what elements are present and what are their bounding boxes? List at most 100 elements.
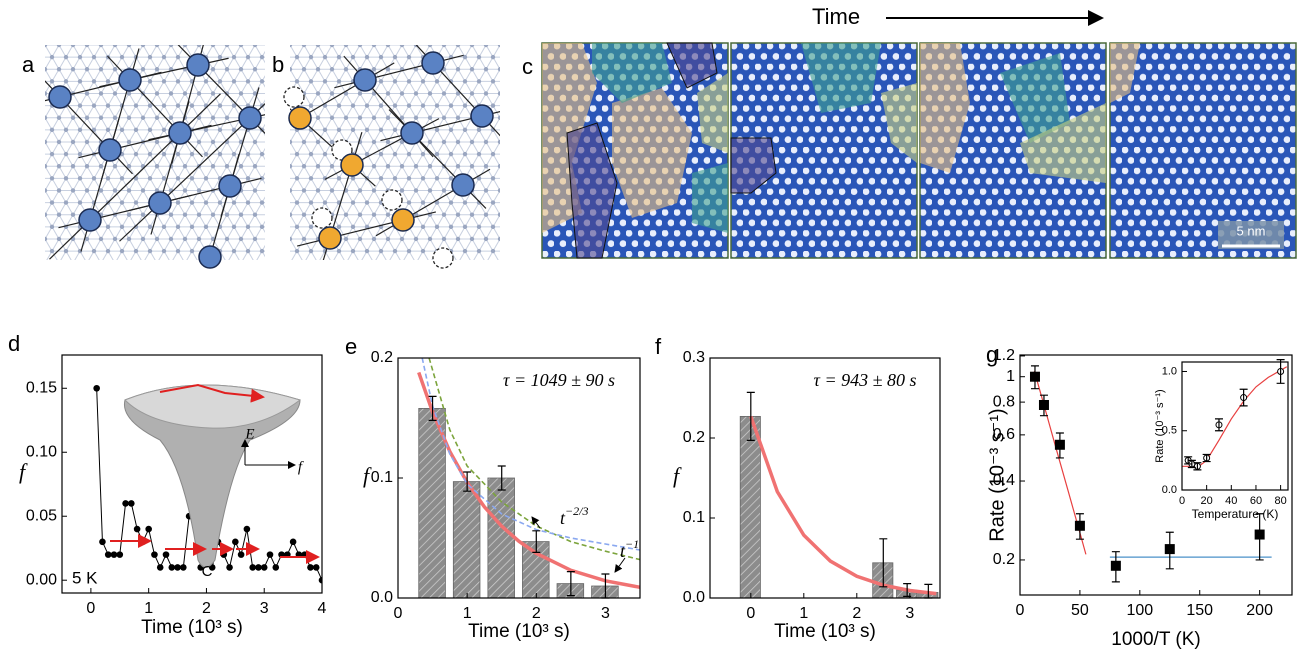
lattice-line (319, 45, 445, 260)
lattice-site (210, 236, 216, 242)
lattice-site (147, 103, 153, 108)
lattice-site (281, 249, 285, 253)
y-tick-label: 0.00 (26, 571, 57, 588)
y-tick-label: 0.4 (993, 472, 1015, 489)
lattice-site (133, 224, 139, 230)
lattice-site (455, 91, 461, 96)
fit-curve (749, 415, 937, 596)
lattice-line (443, 45, 500, 143)
lattice-line (88, 45, 214, 260)
lattice-site (519, 152, 523, 156)
lattice-line (45, 189, 86, 260)
x-tick-label: 0 (86, 600, 95, 617)
plot-area (417, 358, 640, 598)
lattice-site (290, 212, 293, 217)
lattice-line (45, 165, 100, 260)
lattice-line (331, 45, 457, 260)
lattice-site (476, 79, 482, 84)
lattice-site (168, 91, 174, 96)
lattice-site (329, 91, 335, 96)
lattice-site (217, 54, 223, 60)
lattice-site (455, 139, 461, 145)
data-point (110, 551, 118, 558)
lattice-site (336, 79, 342, 84)
y-tick-label: 1 (1006, 368, 1015, 385)
lattice-site (350, 200, 356, 205)
lattice-site (98, 236, 104, 242)
lattice-site (267, 140, 271, 144)
lattice-line (401, 45, 500, 216)
lattice-site (140, 45, 146, 48)
lattice-site (434, 79, 440, 84)
lattice-site (56, 115, 62, 120)
lattice-site (455, 236, 461, 242)
lattice-site (98, 188, 104, 193)
lattice-site (371, 236, 377, 242)
lattice-site (392, 103, 398, 108)
data-point (249, 564, 256, 571)
lattice-site (448, 200, 454, 205)
lattice-site (322, 54, 328, 60)
lattice-site (308, 79, 314, 84)
lattice-site (105, 224, 111, 230)
x-tick-label: 2 (852, 605, 861, 622)
lattice-site (245, 176, 251, 181)
lattice-site (112, 188, 118, 193)
lattice-site (168, 45, 174, 48)
lattice-site (483, 45, 489, 48)
inset-label: E (244, 426, 254, 442)
lattice-site (469, 91, 475, 96)
lattice-site (189, 151, 195, 157)
lattice-site (455, 67, 461, 72)
lattice-site (420, 224, 426, 230)
lattice-site (84, 91, 90, 96)
lattice-site (413, 236, 419, 242)
lattice-site (36, 103, 40, 107)
lattice-site (399, 139, 405, 145)
lattice-site (161, 103, 167, 108)
lattice-line (100, 45, 226, 260)
data-point (232, 538, 239, 546)
x-tick-label: 4 (318, 600, 327, 617)
data-point (133, 525, 141, 533)
lattice-site (29, 237, 33, 241)
lattice-site (420, 176, 426, 181)
lattice-site (371, 139, 377, 145)
lattice-site (512, 213, 516, 217)
x-tick-label: 2 (532, 605, 541, 622)
lattice-site (434, 200, 440, 205)
annotation: 5 K (72, 568, 98, 587)
lattice-site (154, 67, 160, 72)
lattice-site (385, 236, 391, 242)
lattice-site (267, 188, 271, 192)
lattice-site (385, 45, 391, 48)
lattice-site (427, 236, 433, 242)
lattice-site (252, 212, 258, 217)
error-bar (1202, 453, 1211, 463)
lattice-site (84, 45, 90, 48)
lattice-site (112, 67, 118, 72)
plot-frame (61, 354, 323, 594)
lattice-site (70, 115, 76, 120)
lattice-site (434, 151, 440, 157)
lattice-site (252, 91, 258, 96)
lattice-site (406, 200, 412, 205)
lattice-site (210, 67, 216, 72)
lattice-site (231, 248, 237, 254)
lattice-site (210, 212, 216, 217)
lattice-site (399, 91, 405, 96)
lattice-site (154, 164, 160, 169)
y-axis-label: f (19, 459, 28, 484)
lattice-site (290, 188, 293, 193)
lattice-site (497, 212, 500, 217)
lattice-line (45, 45, 144, 216)
lattice-site (350, 103, 356, 108)
x-tick-label: 100 (1126, 602, 1153, 619)
lattice-site (112, 115, 118, 120)
scale-bar-label: 5 nm (1237, 223, 1266, 238)
data-point (312, 564, 320, 571)
lattice-site (343, 212, 349, 217)
lattice-line (45, 45, 46, 46)
lattice-line (94, 45, 294, 391)
lattice-line (429, 45, 500, 168)
